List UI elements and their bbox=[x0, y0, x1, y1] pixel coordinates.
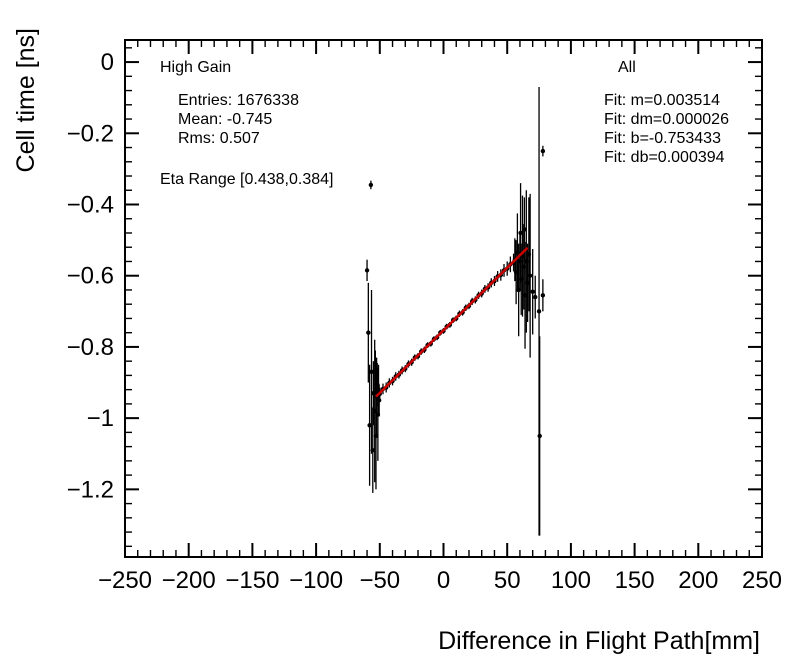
x-tick-label: 0 bbox=[437, 567, 450, 594]
x-axis-title: Difference in Flight Path[mm] bbox=[438, 627, 760, 655]
data-point bbox=[371, 391, 376, 396]
x-tick-label: 250 bbox=[742, 567, 782, 594]
data-point bbox=[521, 264, 526, 270]
data-point bbox=[370, 447, 375, 453]
x-tick-label: −250 bbox=[98, 567, 152, 594]
y-tick-label: −1 bbox=[87, 405, 114, 432]
data-point bbox=[522, 293, 528, 298]
data-point bbox=[367, 423, 372, 428]
fit-dm-label: Fit: dm=0.000026 bbox=[604, 111, 729, 128]
data-point bbox=[518, 230, 523, 236]
stats-mean: Mean: -0.745 bbox=[178, 111, 273, 128]
eta-range-label: Eta Range [0.438,0.384] bbox=[160, 171, 334, 188]
data-point bbox=[526, 252, 532, 257]
fit-m-label: Fit: m=0.003514 bbox=[604, 92, 721, 109]
data-point bbox=[373, 433, 379, 439]
data-point bbox=[536, 309, 542, 314]
y-tick-label: −0.2 bbox=[67, 120, 114, 147]
fit-line bbox=[375, 246, 529, 398]
data-point bbox=[376, 387, 381, 392]
stats-box-right: All Fit: m=0.003514 Fit: dm=0.000026 Fit… bbox=[604, 58, 729, 167]
stats-left-header: High Gain bbox=[160, 59, 232, 76]
data-point bbox=[368, 182, 374, 188]
data-point bbox=[375, 382, 380, 387]
x-tick-label: −150 bbox=[225, 567, 279, 594]
data-point bbox=[540, 148, 546, 154]
data-point bbox=[540, 293, 546, 298]
data-point bbox=[372, 408, 377, 414]
x-tick-label: −200 bbox=[162, 567, 216, 594]
x-tick-label: −50 bbox=[359, 567, 400, 594]
y-tick-label: −0.8 bbox=[67, 334, 114, 361]
fit-b-label: Fit: b=-0.753433 bbox=[604, 130, 721, 147]
data-point bbox=[517, 259, 523, 264]
data-point bbox=[519, 277, 524, 282]
x-tick-label: 200 bbox=[678, 567, 718, 594]
data-point bbox=[513, 269, 519, 275]
data-point bbox=[516, 287, 521, 293]
y-tick-label: −0.4 bbox=[67, 192, 114, 219]
x-tick-label: −100 bbox=[289, 567, 343, 594]
y-tick-label: 0 bbox=[101, 49, 114, 76]
x-tick-label: 50 bbox=[494, 567, 521, 594]
data-point bbox=[375, 412, 381, 417]
data-point bbox=[373, 369, 378, 375]
data-point bbox=[366, 330, 371, 335]
data-point bbox=[369, 369, 374, 375]
data-point bbox=[530, 289, 535, 294]
data-point bbox=[525, 280, 530, 286]
data-point bbox=[515, 250, 520, 255]
stats-box-left: High Gain Entries: 1676338 Mean: -0.745 … bbox=[160, 58, 333, 189]
data-point bbox=[522, 227, 527, 232]
y-axis-title: Cell time [ns] bbox=[12, 28, 40, 173]
y-tick-label: −0.6 bbox=[67, 263, 114, 290]
data-point bbox=[524, 259, 529, 264]
y-tick-label: −1.2 bbox=[67, 476, 114, 503]
stats-rms: Rms: 0.507 bbox=[178, 130, 260, 147]
fit-db-label: Fit: db=0.000394 bbox=[604, 149, 725, 166]
x-tick-label: 150 bbox=[615, 567, 655, 594]
data-point bbox=[364, 268, 370, 273]
stats-entries: Entries: 1676338 bbox=[178, 92, 299, 109]
data-point bbox=[376, 398, 382, 403]
x-tick-label: 100 bbox=[551, 567, 591, 594]
data-point bbox=[533, 294, 538, 300]
data-point bbox=[527, 273, 533, 278]
stats-right-header: All bbox=[618, 59, 636, 76]
data-point bbox=[537, 433, 542, 439]
